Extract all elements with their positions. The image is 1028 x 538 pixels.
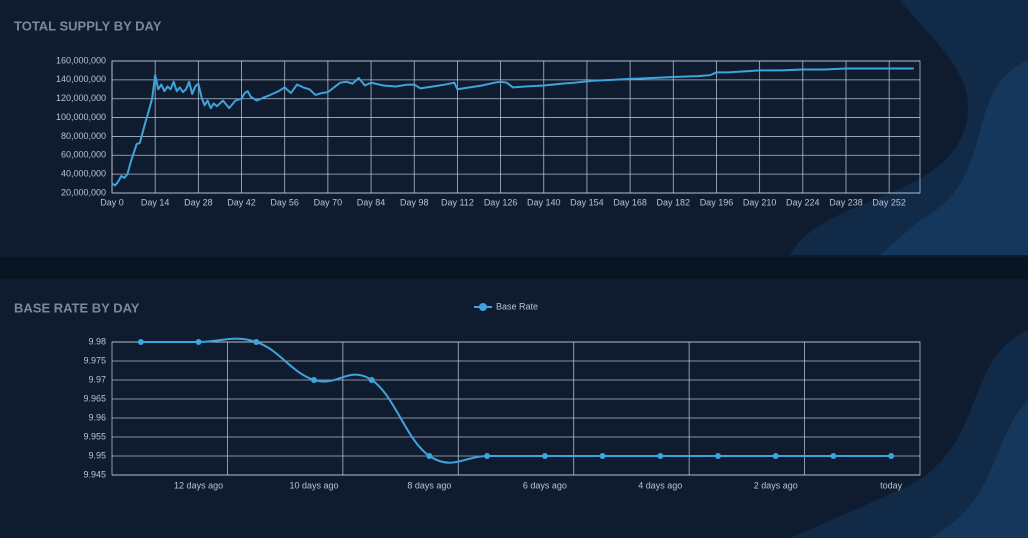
chart-title: TOTAL SUPPLY BY DAY	[14, 18, 162, 33]
x-tick-label: 12 days ago	[174, 480, 223, 490]
x-tick-label: Day 98	[400, 197, 429, 207]
y-tick-label: 9.98	[88, 336, 106, 346]
x-tick-label: Day 28	[184, 197, 213, 207]
x-tick-label: Day 0	[100, 197, 124, 207]
x-tick-label: 10 days ago	[289, 480, 338, 490]
x-tick-label: 4 days ago	[638, 480, 682, 490]
line	[140, 337, 892, 464]
y-tick-label: 160,000,000	[56, 55, 106, 65]
decor-blob	[930, 400, 1028, 538]
x-tick-label: Day 56	[270, 197, 299, 207]
point	[368, 377, 375, 383]
line	[111, 67, 914, 187]
point	[888, 453, 895, 459]
x-tick-label: Day 196	[700, 197, 734, 207]
x-tick-label: Day 168	[613, 197, 647, 207]
point	[195, 339, 202, 345]
y-tick-label: 9.955	[83, 431, 106, 441]
point	[657, 453, 664, 459]
y-tick-label: 80,000,000	[61, 131, 106, 141]
y-tick-label: 9.97	[88, 374, 106, 384]
point	[541, 453, 548, 459]
x-tick-label: Day 42	[227, 197, 256, 207]
y-tick-label: 9.95	[88, 450, 106, 460]
x-tick-label: Day 224	[786, 197, 820, 207]
y-tick-label: 60,000,000	[61, 150, 106, 160]
x-tick-label: 6 days ago	[523, 480, 567, 490]
legend-swatch	[479, 303, 487, 311]
divider	[0, 257, 1028, 279]
point	[715, 453, 721, 459]
y-tick-label: 20,000,000	[61, 187, 106, 197]
point	[830, 453, 837, 459]
point	[484, 453, 491, 459]
chart-title: BASE RATE BY DAY	[14, 300, 140, 315]
x-tick-label: Day 70	[314, 197, 343, 207]
x-tick-label: Day 112	[441, 197, 474, 207]
y-tick-label: 120,000,000	[56, 93, 106, 103]
y-tick-label: 9.96	[88, 412, 106, 422]
y-tick-label: 40,000,000	[61, 169, 106, 179]
decor-blob	[790, 330, 1028, 538]
x-tick-label: 2 days ago	[754, 480, 798, 490]
x-tick-label: Day 210	[743, 197, 777, 207]
point	[137, 339, 144, 345]
point	[772, 453, 779, 459]
x-tick-label: Day 252	[872, 197, 906, 207]
point	[426, 453, 433, 459]
x-tick-label: Day 238	[829, 197, 863, 207]
y-tick-label: 140,000,000	[56, 74, 106, 84]
decor-blob	[880, 60, 1028, 255]
y-tick-label: 100,000,000	[56, 112, 106, 122]
x-tick-label: 8 days ago	[407, 480, 451, 490]
y-tick-label: 9.975	[83, 355, 106, 365]
x-tick-label: Day 126	[484, 197, 518, 207]
point	[599, 453, 606, 459]
x-tick-label: Day 84	[357, 197, 386, 207]
x-tick-label: Day 154	[570, 197, 604, 207]
legend-label: Base Rate	[496, 301, 538, 311]
x-tick-label: Day 14	[141, 197, 170, 207]
x-tick-label: Day 182	[657, 197, 691, 207]
point	[311, 377, 317, 383]
x-tick-label: Day 140	[527, 197, 561, 207]
x-tick-label: today	[880, 480, 903, 490]
y-tick-label: 9.965	[83, 393, 106, 403]
point	[253, 339, 260, 345]
y-tick-label: 9.945	[83, 469, 106, 479]
